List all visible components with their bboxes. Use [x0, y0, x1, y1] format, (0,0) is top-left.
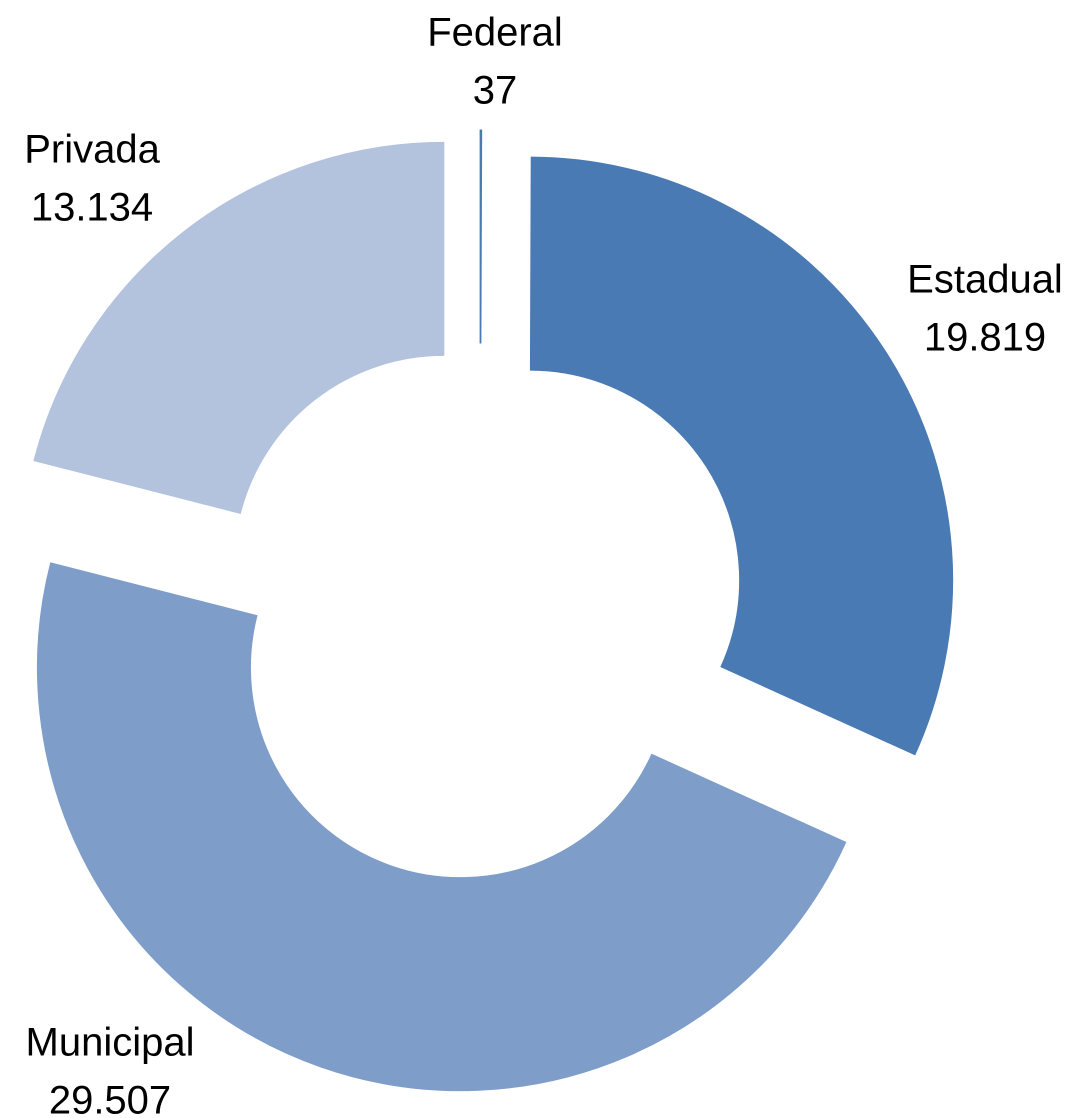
slice-label-value: 19.819 — [924, 316, 1046, 360]
slice-label-name: Federal — [427, 11, 563, 55]
slice-label-name: Estadual — [907, 258, 1063, 302]
donut-slice — [36, 562, 847, 1092]
slice-label-name: Privada — [24, 128, 160, 172]
donut-slice — [529, 156, 954, 756]
slice-label-value: 13.134 — [31, 186, 153, 230]
donut-slice — [479, 129, 483, 344]
slice-label-name: Municipal — [26, 1021, 195, 1065]
donut-slice — [33, 141, 445, 514]
slice-label-value: 29.507 — [49, 1079, 171, 1118]
slice-label-value: 37 — [473, 69, 518, 113]
